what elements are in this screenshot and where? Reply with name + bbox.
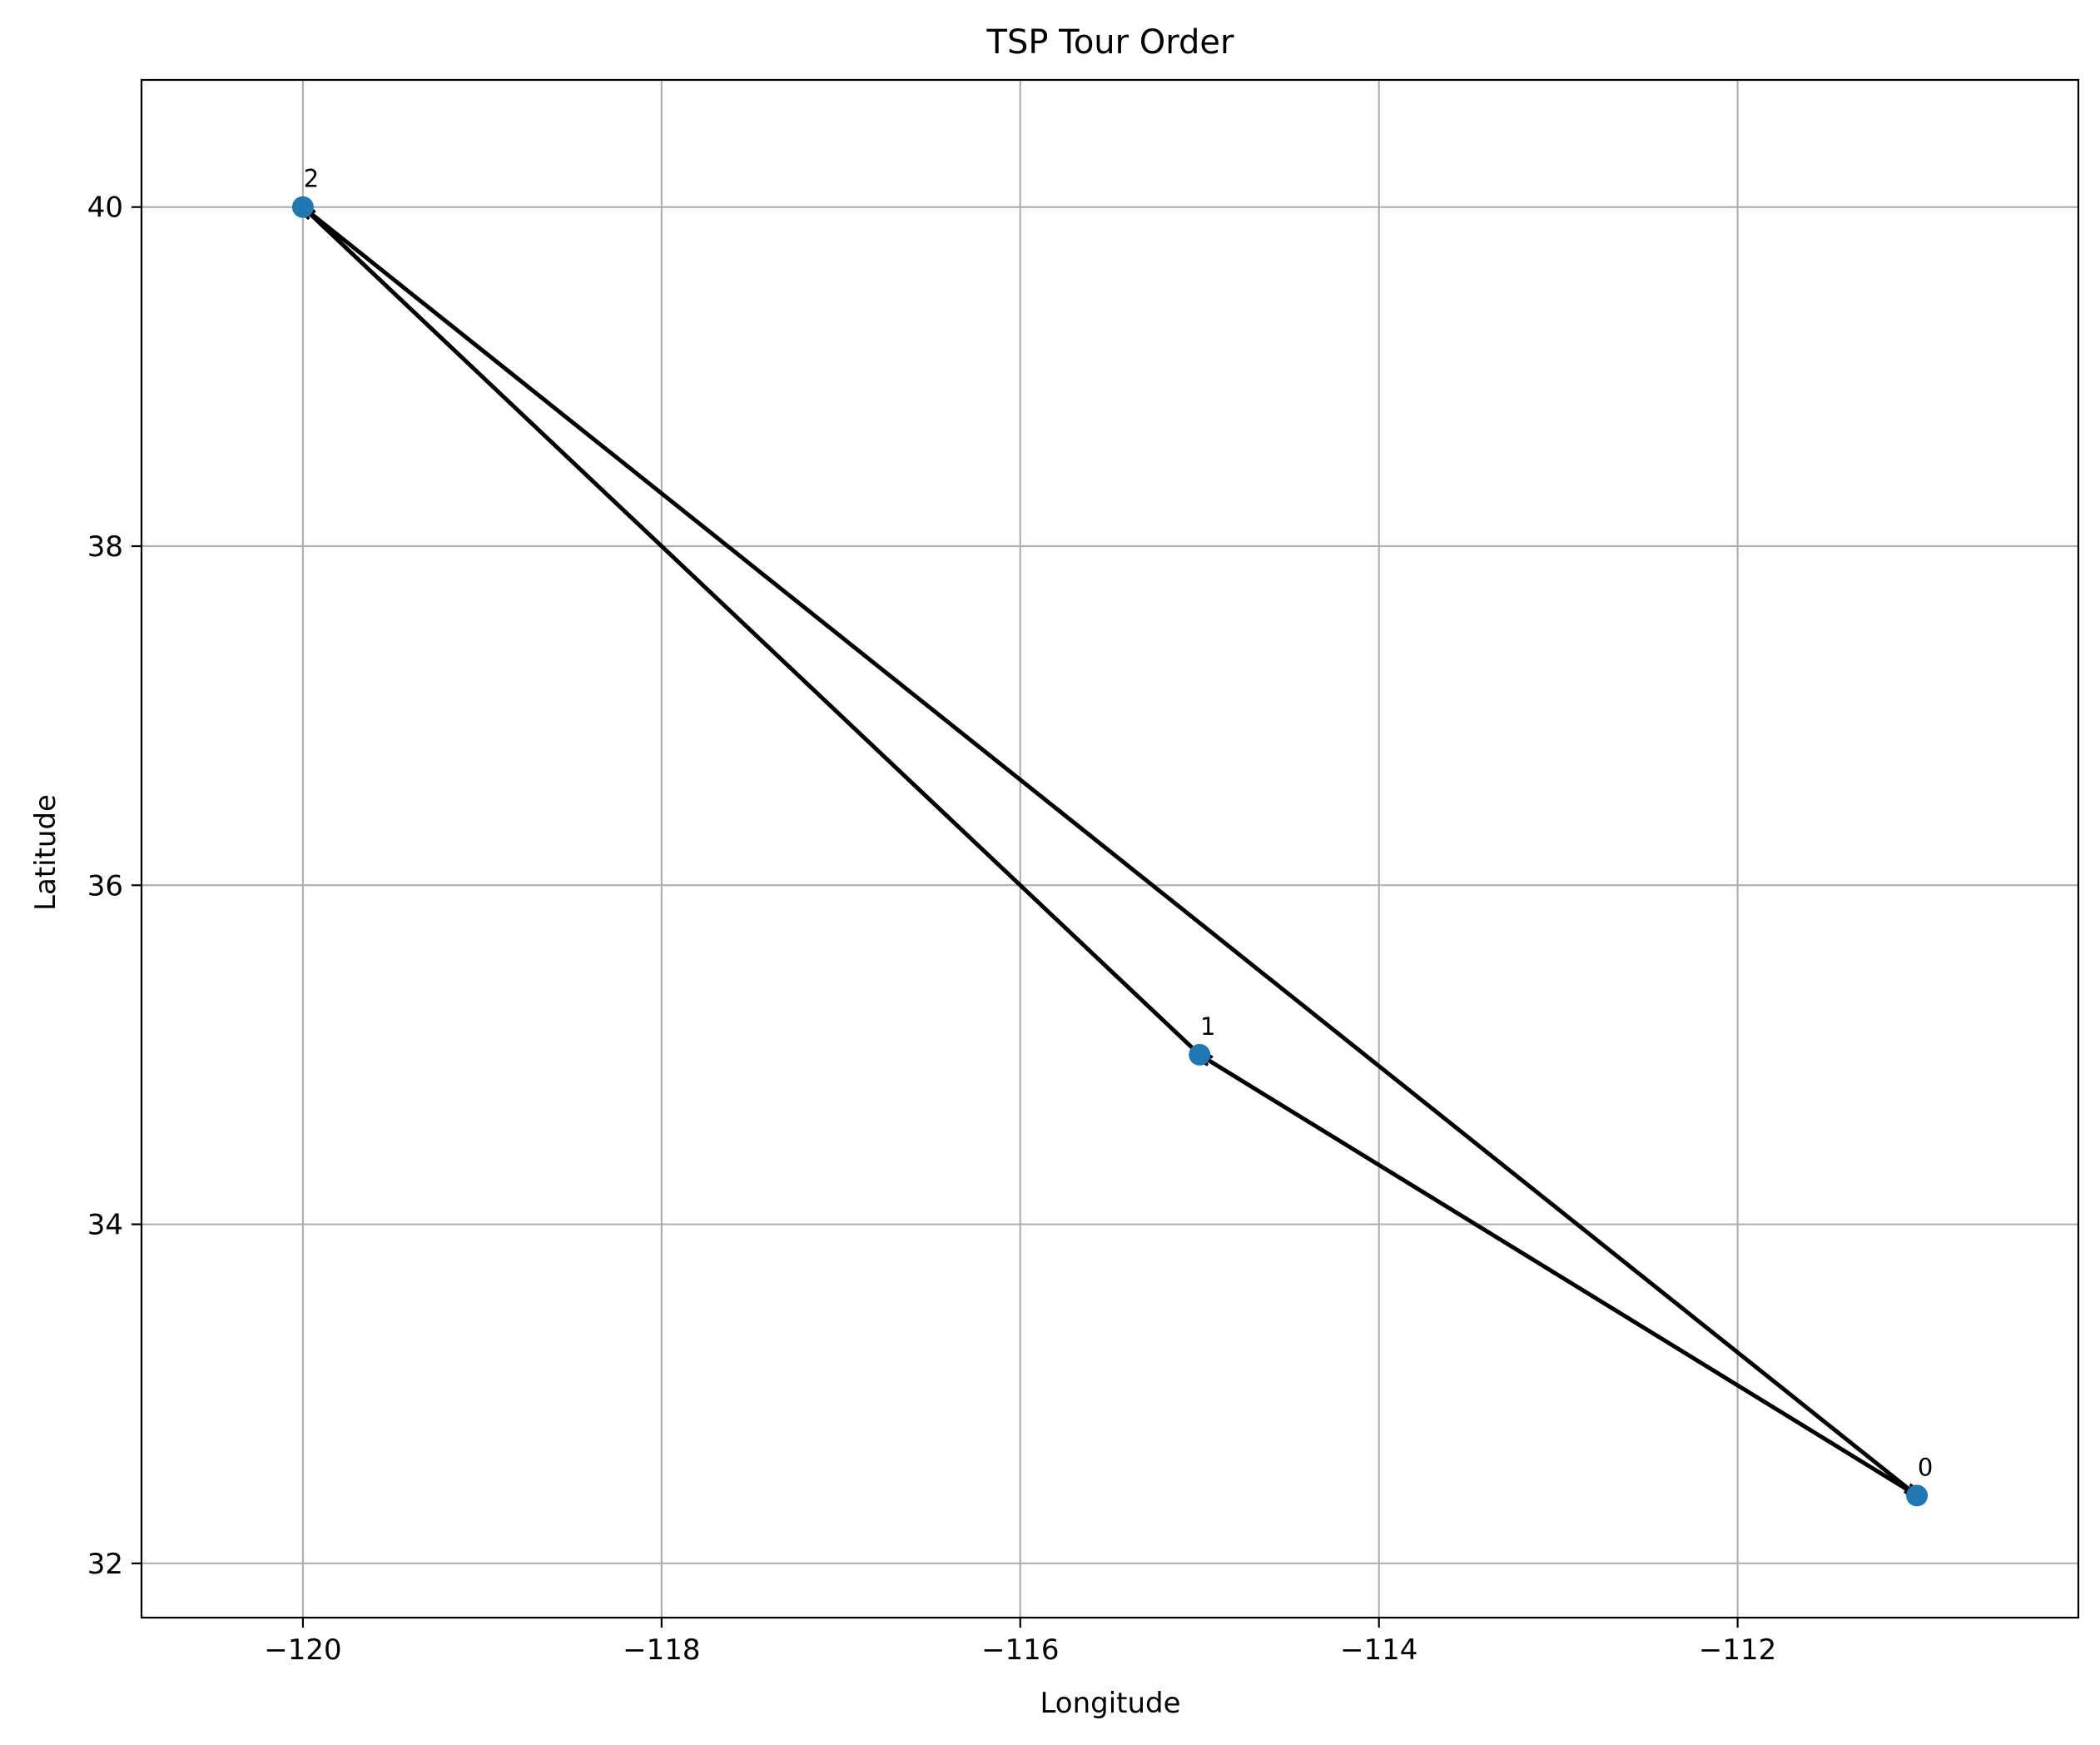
x-axis-label: Longitude xyxy=(1040,1687,1180,1720)
chart-title: TSP Tour Order xyxy=(986,23,1235,62)
axis-ticks: −120 −118 −116 −114 −112 32 34 36 38 40 xyxy=(87,191,1777,1667)
x-tick-label: −118 xyxy=(623,1633,700,1667)
tour-edge-arrow xyxy=(1200,1056,1919,1498)
y-tick-label: 40 xyxy=(87,191,123,225)
x-tick-label: −114 xyxy=(1340,1633,1417,1667)
tour-point xyxy=(291,196,314,218)
y-tick-label: 34 xyxy=(87,1209,123,1242)
grid xyxy=(141,80,2078,1618)
tour-edge-arrow xyxy=(303,209,1202,1057)
plot-frame xyxy=(140,78,2080,1619)
x-tick-label: −120 xyxy=(264,1633,341,1667)
y-tick-label: 38 xyxy=(87,530,123,564)
point-label: 1 xyxy=(1200,1012,1215,1041)
point-label: 0 xyxy=(1918,1453,1933,1481)
x-tick-label: −116 xyxy=(981,1633,1059,1667)
tour-edge-arrow xyxy=(300,205,1917,1496)
tour-points: 0 1 2 xyxy=(291,165,1933,1507)
y-axis-label: Latitude xyxy=(29,794,62,911)
tour-edges xyxy=(300,205,1919,1498)
x-tick-label: −112 xyxy=(1699,1633,1776,1667)
point-label: 2 xyxy=(304,165,319,193)
tour-point xyxy=(1906,1484,1929,1507)
y-tick-label: 32 xyxy=(87,1548,123,1581)
tour-point xyxy=(1189,1043,1211,1066)
y-tick-label: 36 xyxy=(87,869,123,902)
